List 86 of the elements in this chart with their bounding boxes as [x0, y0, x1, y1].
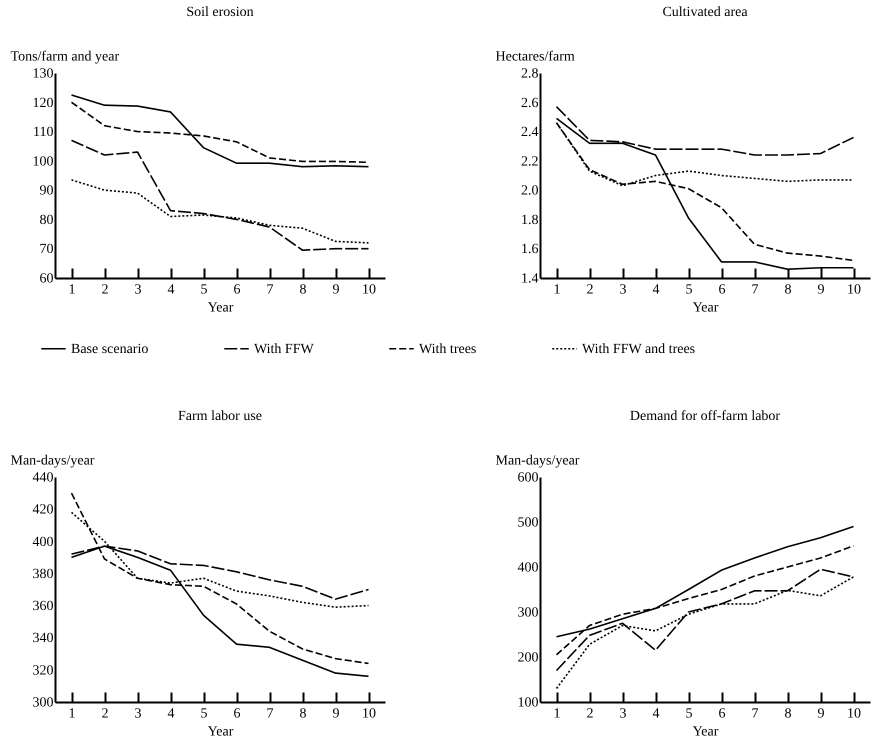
- y-tick-label: 2.6: [521, 96, 538, 111]
- x-tick-label: 2: [102, 282, 108, 298]
- y-axis-title: Hectares/farm: [496, 50, 575, 64]
- x-tick-label: 10: [362, 706, 376, 722]
- chart-title: Demand for off-farm labor: [630, 409, 780, 424]
- y-tick-label: 400: [518, 560, 538, 576]
- x-tick-label: 3: [134, 282, 142, 298]
- x-tick-label: 2: [102, 706, 108, 722]
- y-axis-title: Tons/farm and year: [10, 50, 120, 64]
- x-tick-label: 5: [200, 282, 208, 298]
- y-tick-label: 500: [518, 516, 538, 530]
- chart-title: Farm labor use: [178, 409, 262, 424]
- x-tick-label: 2: [586, 706, 594, 722]
- y-tick-label: 70: [40, 242, 54, 258]
- legend-label: Base scenario: [71, 342, 148, 357]
- x-tick-label: 4: [168, 706, 174, 722]
- x-tick-label: 4: [168, 282, 174, 298]
- x-tick-label: 3: [620, 706, 626, 722]
- y-axis-title: Man-days/year: [10, 454, 95, 468]
- x-tick-label: 6: [718, 282, 726, 298]
- x-tick-label: 7: [752, 282, 758, 298]
- x-tick-label: 5: [200, 706, 208, 722]
- y-tick-label: 1.8: [521, 212, 538, 228]
- x-tick-label: 1: [68, 282, 76, 298]
- y-tick-label: 200: [518, 650, 538, 666]
- legend-label: With FFW: [254, 342, 315, 357]
- legend-label: With trees: [419, 342, 476, 357]
- x-tick-label: 7: [266, 282, 274, 298]
- x-tick-label: 10: [847, 706, 861, 722]
- x-axis-title: Year: [692, 724, 719, 740]
- x-tick-label: 4: [652, 706, 660, 722]
- x-axis-title: Year: [692, 300, 719, 316]
- x-tick-label: 8: [300, 706, 306, 722]
- y-tick-label: 360: [32, 599, 54, 614]
- y-tick-label: 100: [32, 154, 54, 170]
- x-tick-label: 7: [266, 706, 274, 722]
- x-tick-label: 1: [554, 282, 560, 298]
- x-tick-label: 8: [784, 282, 792, 298]
- chart-title: Soil erosion: [186, 5, 254, 20]
- y-tick-label: 420: [32, 502, 54, 518]
- x-tick-label: 9: [332, 706, 340, 722]
- x-tick-label: 8: [784, 706, 792, 722]
- y-tick-label: 2.2: [521, 154, 538, 170]
- x-tick-label: 8: [300, 282, 306, 298]
- y-tick-label: 130: [32, 66, 54, 82]
- y-tick-label: 80: [40, 212, 54, 228]
- x-tick-label: 9: [818, 282, 824, 298]
- x-tick-label: 1: [68, 706, 76, 722]
- x-tick-label: 10: [847, 282, 861, 298]
- x-tick-label: 10: [362, 282, 376, 298]
- y-tick-label: 2.0: [521, 184, 538, 199]
- x-tick-label: 3: [134, 706, 142, 722]
- y-tick-label: 300: [32, 696, 54, 710]
- x-axis-title: Year: [208, 724, 234, 740]
- y-tick-label: 1.6: [521, 242, 538, 258]
- y-tick-label: 300: [518, 606, 538, 620]
- x-tick-label: 5: [686, 706, 692, 722]
- y-tick-label: 60: [40, 272, 54, 286]
- y-tick-label: 2.4: [521, 125, 538, 140]
- x-axis-title: Year: [208, 300, 234, 316]
- y-tick-label: 1.4: [521, 272, 538, 286]
- y-tick-label: 600: [518, 470, 538, 486]
- y-tick-label: 340: [32, 631, 54, 646]
- x-tick-label: 7: [752, 706, 758, 722]
- y-tick-label: 400: [32, 534, 54, 550]
- y-tick-label: 120: [32, 96, 54, 111]
- legend-label: With FFW and trees: [582, 342, 696, 357]
- x-tick-label: 1: [554, 706, 560, 722]
- y-tick-label: 100: [518, 696, 538, 710]
- x-tick-label: 6: [234, 706, 240, 722]
- x-tick-label: 9: [332, 282, 340, 298]
- y-tick-label: 2.8: [521, 66, 538, 82]
- y-tick-label: 320: [32, 663, 54, 678]
- y-tick-label: 110: [33, 125, 54, 140]
- chart-title: Cultivated area: [662, 5, 748, 20]
- x-tick-label: 3: [620, 282, 626, 298]
- x-tick-label: 5: [686, 282, 692, 298]
- y-tick-label: 440: [32, 470, 54, 486]
- x-tick-label: 6: [718, 706, 726, 722]
- x-tick-label: 9: [818, 706, 824, 722]
- y-axis-title: Man-days/year: [496, 454, 580, 468]
- x-tick-label: 2: [586, 282, 594, 298]
- y-tick-label: 380: [32, 566, 54, 582]
- x-tick-label: 6: [234, 282, 240, 298]
- x-tick-label: 4: [652, 282, 660, 298]
- y-tick-label: 90: [40, 184, 54, 199]
